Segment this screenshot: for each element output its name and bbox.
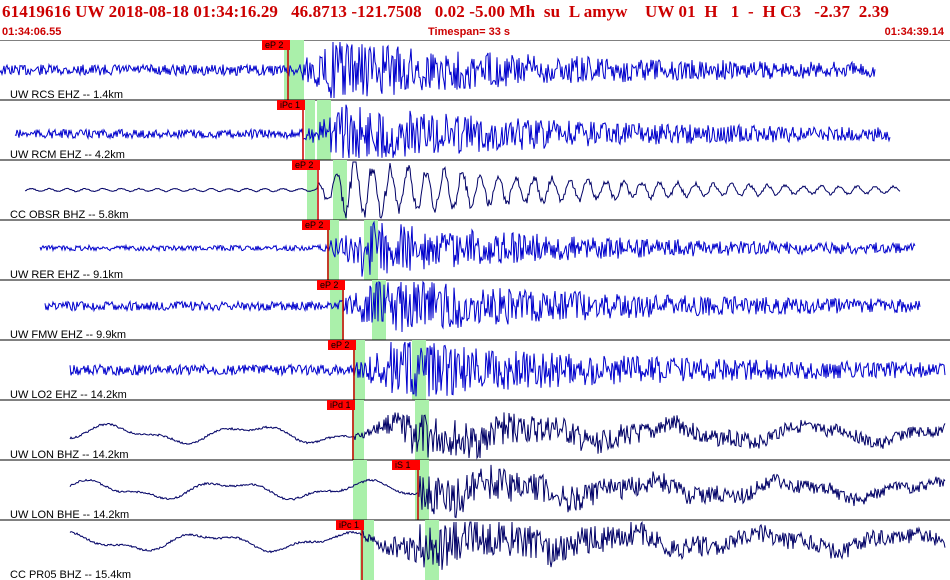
phase-window[interactable] [352, 400, 364, 460]
waveform-trace[interactable] [69, 412, 946, 460]
end-time: 01:34:39.14 [884, 26, 944, 38]
waveform-trace[interactable] [0, 41, 876, 99]
trace-row[interactable]: eP 2 UW LO2 EHZ -- 14.2km [0, 339, 950, 401]
phase-window[interactable] [353, 460, 367, 520]
event-summary-title: 61419616 UW 2018-08-18 01:34:16.29 46.87… [2, 2, 889, 21]
trace-row[interactable]: iPc 1 UW RCM EHZ -- 4.2km [0, 99, 950, 161]
phase-pick-marker[interactable] [317, 280, 345, 290]
phase-window[interactable] [305, 100, 315, 160]
phase-pick-label: eP 2 [331, 340, 349, 350]
phase-pick-label: iPc 1 [280, 100, 300, 110]
phase-window[interactable] [317, 100, 331, 160]
waveform-trace[interactable] [69, 521, 946, 570]
station-label: UW LON BHE -- 14.2km [10, 509, 129, 521]
station-label: UW FMW EHZ -- 9.9km [10, 329, 126, 341]
phase-pick-marker[interactable] [327, 400, 355, 410]
waveform-trace[interactable] [39, 220, 916, 277]
phase-pick-marker[interactable] [262, 40, 290, 50]
phase-pick-label: iPc 1 [339, 520, 359, 530]
trace-row[interactable]: iPc 1 CC PR05 BHZ -- 15.4km [0, 519, 950, 580]
phase-pick-marker[interactable] [292, 160, 320, 170]
phase-pick-label: iS 1 [395, 460, 411, 470]
phase-pick-label: eP 2 [305, 220, 323, 230]
trace-row[interactable]: iS 1 UW LON BHE -- 14.2km [0, 459, 950, 521]
station-label: CC OBSR BHZ -- 5.8km [10, 209, 129, 221]
waveform-trace[interactable] [24, 161, 901, 219]
trace-row[interactable]: iPd 1 UW LON BHZ -- 14.2km [0, 399, 950, 461]
station-label: UW RCS EHZ -- 1.4km [10, 89, 123, 101]
seismogram-panel[interactable]: eP 2 UW RCS EHZ -- 1.4km iPc 1 UW RCM EHZ -… [0, 40, 950, 580]
phase-pick-marker[interactable] [328, 340, 356, 350]
phase-pick-marker[interactable] [392, 460, 420, 470]
trace-row[interactable]: eP 2 UW FMW EHZ -- 9.9km [0, 279, 950, 341]
start-time: 01:34:06.55 [2, 26, 62, 38]
event-header: 61419616 UW 2018-08-18 01:34:16.29 46.87… [0, 0, 950, 40]
station-label: UW RER EHZ -- 9.1km [10, 269, 123, 281]
station-label: CC PR05 BHZ -- 15.4km [10, 569, 131, 580]
waveform-trace[interactable] [14, 104, 891, 159]
station-label: UW LON BHZ -- 14.2km [10, 449, 129, 461]
timespan-label: Timespan= 33 s [428, 26, 511, 38]
phase-pick-label: eP 2 [265, 40, 283, 50]
phase-window[interactable] [330, 280, 344, 340]
phase-pick-marker[interactable] [302, 220, 330, 230]
station-label: UW RCM EHZ -- 4.2km [10, 149, 125, 161]
station-label: UW LO2 EHZ -- 14.2km [10, 389, 127, 401]
waveform-trace[interactable] [69, 464, 946, 519]
phase-window[interactable] [307, 160, 317, 220]
phase-pick-label: eP 2 [295, 160, 313, 170]
phase-pick-marker[interactable] [277, 100, 305, 110]
waveform-trace[interactable] [69, 341, 946, 397]
phase-window[interactable] [333, 160, 347, 220]
phase-pick-label: iPd 1 [330, 400, 351, 410]
phase-pick-marker[interactable] [336, 520, 364, 530]
trace-row[interactable]: eP 2 UW RCS EHZ -- 1.4km [0, 40, 950, 101]
trace-row[interactable]: eP 2 UW RER EHZ -- 9.1km [0, 219, 950, 281]
waveform-trace[interactable] [44, 280, 921, 333]
trace-row[interactable]: eP 2 CC OBSR BHZ -- 5.8km [0, 159, 950, 221]
phase-pick-label: eP 2 [320, 280, 338, 290]
